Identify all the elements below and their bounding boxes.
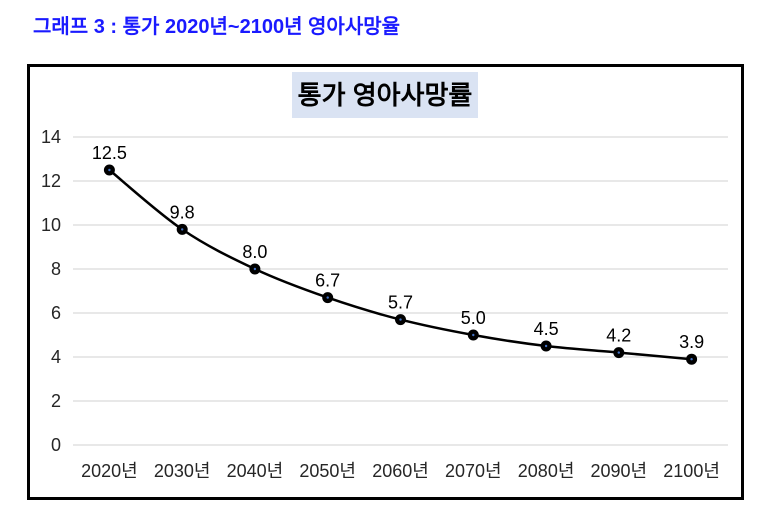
data-point-label: 12.5 — [92, 143, 127, 163]
chart-title: 통가 영아사망률 — [292, 72, 478, 118]
data-point-label: 8.0 — [242, 242, 267, 262]
x-axis-category-label: 2100년 — [663, 461, 720, 481]
data-point-center-dot — [181, 228, 184, 231]
y-axis-tick-label: 0 — [51, 435, 61, 455]
chart-frame: 통가 영아사망률 0 2 4 6 8 10 12 14 2020년 2030년 2040년 2050년… — [27, 64, 744, 500]
data-point-center-dot — [108, 168, 111, 172]
data-point-center-dot — [253, 267, 257, 271]
x-axis-category-label: 2050년 — [299, 461, 356, 481]
y-axis-tick-label: 10 — [41, 215, 61, 235]
data-point-center-dot — [399, 318, 402, 321]
y-axis-tick-label: 4 — [51, 347, 61, 367]
data-point-center-dot — [544, 344, 548, 348]
page-title: 그래프 3 : 통가 2020년~2100년 영아사망율 — [33, 16, 401, 38]
y-axis-tick-label: 14 — [41, 127, 61, 147]
y-axis-tick-label: 8 — [51, 259, 61, 279]
x-axis-category-label: 2060년 — [372, 461, 429, 481]
x-axis-category-label: 2090년 — [590, 461, 647, 481]
data-point-label: 3.9 — [679, 332, 704, 352]
data-point-center-dot — [326, 296, 329, 299]
y-axis-tick-label: 12 — [41, 171, 61, 191]
data-point-label: 6.7 — [315, 271, 340, 291]
y-axis-tick-label: 6 — [51, 303, 61, 323]
x-axis-category-label: 2020년 — [81, 461, 138, 481]
data-point-label: 4.5 — [534, 319, 559, 339]
data-point-center-dot — [617, 351, 620, 354]
x-axis-category-label: 2070년 — [445, 461, 502, 481]
data-point-label: 5.0 — [461, 308, 486, 328]
data-point-center-dot — [472, 333, 475, 337]
data-point-label: 9.8 — [170, 202, 195, 222]
y-axis-tick-label: 2 — [51, 391, 61, 411]
x-axis-category-label: 2030년 — [154, 461, 211, 481]
x-axis-category-label: 2040년 — [227, 461, 284, 481]
x-axis-category-label: 2080년 — [518, 461, 575, 481]
data-point-label: 5.7 — [388, 293, 413, 313]
data-point-center-dot — [690, 358, 693, 361]
data-point-label: 4.2 — [606, 326, 631, 346]
line-chart: 0 2 4 6 8 10 12 14 2020년 2030년 2040년 2050년 2060년 2070… — [41, 127, 728, 481]
trend-line — [108, 168, 693, 361]
